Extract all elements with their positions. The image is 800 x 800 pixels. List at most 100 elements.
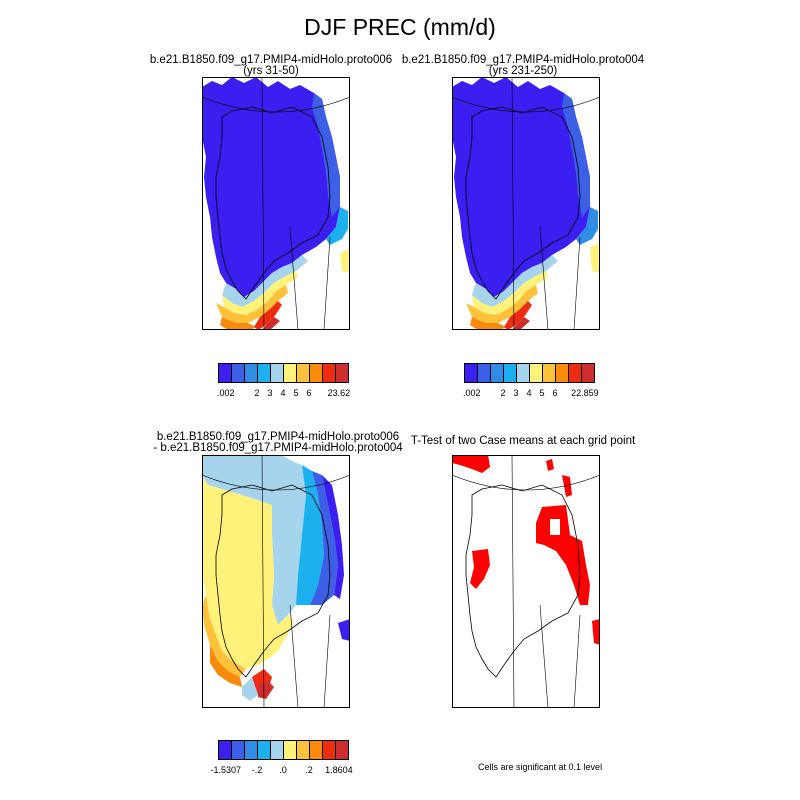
- colorbar-3-swatch: [296, 740, 310, 760]
- ice-sheet-cells: [202, 77, 340, 297]
- panel1-title-line2: (yrs 31-50): [243, 65, 299, 77]
- south-band-light-blue: [222, 255, 308, 307]
- map-panel-3: [202, 455, 350, 708]
- north-light-blue-cells: [202, 455, 306, 625]
- colorbar-1-swatch: [283, 363, 297, 383]
- panel2-title-line1: b.e21.B1850.f09_g17.PMIP4-midHolo.proto0…: [401, 54, 645, 66]
- greenland-coastline: [465, 106, 581, 300]
- panel3-title-line2: - b.e21.B1850.f09_g17.PMIP4-midHolo.prot…: [153, 442, 403, 454]
- colorbar-1-tick-label: 2: [254, 388, 260, 398]
- colorbar-1-tick-label: 3: [267, 388, 273, 398]
- south-band-orange: [216, 285, 288, 323]
- colorbar-1-tick-label: 4: [280, 388, 286, 398]
- south-light-blue: [242, 677, 258, 701]
- panel1-title-line1: b.e21.B1850.f09_g17.PMIP4-midHolo.proto0…: [149, 54, 393, 66]
- colorbar-2-tick-label: 5: [539, 388, 545, 398]
- colorbar-1-swatch: [296, 363, 310, 383]
- map-panel-2: [452, 77, 600, 330]
- colorbar-3-swatch: [218, 740, 232, 760]
- south-band-dark-orange: [220, 317, 256, 330]
- south-tip-red: [254, 301, 282, 330]
- colorbar-1-swatch: [270, 363, 284, 383]
- colorbar-2-swatch: [516, 363, 530, 383]
- significant-cell-group-west: [470, 549, 490, 589]
- significant-cell-group-northeast: [546, 459, 554, 471]
- graticule-lines: [202, 77, 350, 330]
- colorbar-2-tick-label: 6: [552, 388, 558, 398]
- west-yellow-cells: [202, 475, 294, 669]
- colorbar-1-swatch: [309, 363, 323, 383]
- east-coast-light-cells: [576, 207, 598, 245]
- significant-cell-group-iceland: [592, 619, 600, 645]
- colorbar-3-swatch: [270, 740, 284, 760]
- panel3-title: b.e21.B1850.f09_g17.PMIP4-midHolo.proto0…: [147, 431, 409, 454]
- colorbar-1-swatch: [322, 363, 336, 383]
- colorbar-1-swatch: [218, 363, 232, 383]
- iceland-cells: [340, 249, 350, 273]
- colorbar-3-tick-label: 1.8604: [325, 765, 353, 775]
- colorbar-3-swatch: [322, 740, 336, 760]
- colorbar-3-swatch: [309, 740, 323, 760]
- colorbar-1-swatch: [231, 363, 245, 383]
- colorbar-2-swatch: [503, 363, 517, 383]
- colorbar-2-tick-label: 4: [526, 388, 532, 398]
- colorbar-1-swatch: [257, 363, 271, 383]
- west-orange-cells: [202, 595, 246, 677]
- colorbar-2-swatch: [490, 363, 504, 383]
- colorbar-1-swatch: [335, 363, 349, 383]
- colorbar-2-swatch: [464, 363, 478, 383]
- significance-note: Cells are significant at 0.1 level: [478, 762, 603, 772]
- south-band-light-blue: [472, 255, 558, 307]
- panel2-title-line2: (yrs 231-250): [488, 65, 558, 77]
- figure-title: DJF PREC (mm/d): [304, 14, 496, 40]
- iceland-cells: [338, 619, 350, 641]
- graticule-lines: [202, 455, 350, 708]
- colorbar-2: .002 2 3 4 5 6 22.859: [463, 363, 599, 408]
- ice-sheet-cells: [452, 77, 590, 297]
- map-panel-3-svg: [202, 455, 350, 708]
- south-band-yellow: [222, 271, 298, 315]
- colorbar-1-tick-label: 23.62: [327, 388, 351, 398]
- south-tip-dark-red: [262, 317, 280, 330]
- colorbar-3-swatch: [231, 740, 245, 760]
- greenland-coastline: [215, 106, 331, 300]
- colorbar-2-swatch: [555, 363, 569, 383]
- colorbar-2-swatch: [477, 363, 491, 383]
- southwest-dark-orange: [210, 645, 242, 687]
- colorbar-2-swatch: [529, 363, 543, 383]
- panel1-title: b.e21.B1850.f09_g17.PMIP4-midHolo.proto0…: [140, 54, 402, 77]
- significant-cell-group-east-upper: [562, 475, 572, 497]
- colorbar-1-swatch: [244, 363, 258, 383]
- colorbar-3-swatch: [244, 740, 258, 760]
- colorbar-3-swatch: [257, 740, 271, 760]
- iceland-cells: [590, 243, 600, 273]
- panel4-title: T-Test of two Case means at each grid po…: [392, 435, 654, 447]
- panel4-title-line1: T-Test of two Case means at each grid po…: [410, 435, 636, 447]
- colorbar-3-swatch: [283, 740, 297, 760]
- colorbar-1-tick-label: .002: [217, 388, 235, 398]
- colorbar-2-swatch: [542, 363, 556, 383]
- east-deep-blue: [322, 475, 344, 599]
- colorbar-1-tick-label: 5: [293, 388, 299, 398]
- colorbar-3: -1.5307 -.2 .0 .2 1.8604: [211, 740, 353, 785]
- colorbar-3-swatch: [335, 740, 349, 760]
- significant-cell-group-east-ring: [536, 505, 590, 605]
- colorbar-3-tick-label: .2: [305, 765, 313, 775]
- graticule-lines: [452, 455, 600, 708]
- significant-cell-group-north: [452, 455, 490, 473]
- panel2-title: b.e21.B1850.f09_g17.PMIP4-midHolo.proto0…: [392, 54, 654, 77]
- east-coast-light-cells: [326, 207, 348, 245]
- south-band-dark-orange: [470, 317, 506, 330]
- greenland-coastline: [215, 484, 331, 678]
- map-panel-1: [202, 77, 350, 330]
- east-medium-blue: [296, 465, 324, 605]
- graticule-lines: [452, 77, 600, 330]
- colorbar-2-tick-label: .002: [463, 388, 481, 398]
- colorbar-2-swatch: [568, 363, 582, 383]
- colorbar-3-tick-label: .0: [279, 765, 287, 775]
- south-band-orange: [466, 285, 538, 323]
- colorbar-3-tick-label: -.2: [251, 765, 263, 775]
- colorbar-1-tick-label: 6: [306, 388, 312, 398]
- map-panel-2-svg: [452, 77, 600, 330]
- colorbar-2-swatch: [581, 363, 595, 383]
